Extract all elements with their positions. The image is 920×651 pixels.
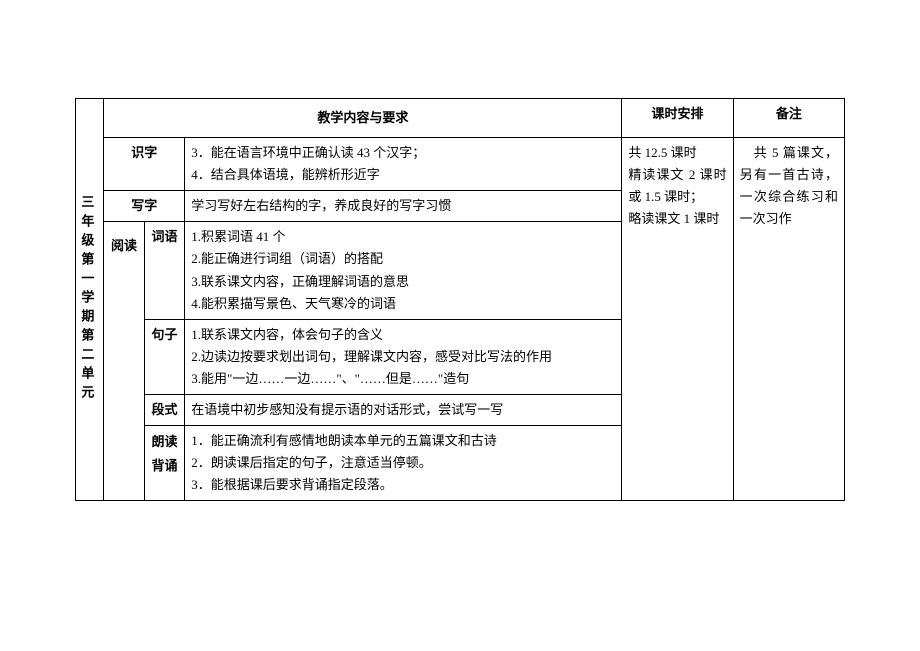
content-duanshi: 在语境中初步感知没有提示语的对话形式，尝试写一写 xyxy=(185,395,622,426)
page: 三年级第一学期第二单元 教学内容与要求 课时安排 备注 识字 3．能在语言环境中… xyxy=(0,0,920,651)
header-time: 课时安排 xyxy=(622,99,733,138)
time-cell: 共 12.5 课时 精读课文 2 课时或 1.5 课时； 略读课文 1 课时 xyxy=(622,138,733,501)
content-shizi: 3．能在语言环境中正确认读 43 个汉字； 4．结合具体语境，能辨析形近字 xyxy=(185,138,622,191)
content-ciyu: 1.积累词语 41 个 2.能正确进行词组（词语）的搭配 3.联系课文内容，正确… xyxy=(185,222,622,319)
header-content: 教学内容与要求 xyxy=(104,99,622,138)
content-langdu: 1．能正确流利有感情地朗读本单元的五篇课文和古诗 2．朗读课后指定的句子，注意适… xyxy=(185,426,622,501)
label-duanshi: 段式 xyxy=(144,395,184,426)
header-note: 备注 xyxy=(733,99,844,138)
curriculum-table: 三年级第一学期第二单元 教学内容与要求 课时安排 备注 识字 3．能在语言环境中… xyxy=(75,98,845,501)
content-juzi: 1.联系课文内容，体会句子的含义 2.边读边按要求划出词句，理解课文内容，感受对… xyxy=(185,319,622,394)
content-xiezi: 学习写好左右结构的字，养成良好的写字习惯 xyxy=(185,191,622,222)
label-shizi: 识字 xyxy=(104,138,185,191)
label-xiezi: 写字 xyxy=(104,191,185,222)
label-juzi: 句子 xyxy=(144,319,184,394)
row-shizi: 识字 3．能在语言环境中正确认读 43 个汉字； 4．结合具体语境，能辨析形近字… xyxy=(76,138,845,191)
side-title: 三年级第一学期第二单元 xyxy=(76,99,104,501)
table-header-row: 三年级第一学期第二单元 教学内容与要求 课时安排 备注 xyxy=(76,99,845,138)
note-cell: 共 5 篇课文，另有一首古诗，一次综合练习和一次习作 xyxy=(733,138,844,501)
label-yuedu: 阅读 xyxy=(104,222,144,501)
label-langdu: 朗读背诵 xyxy=(144,426,184,501)
label-ciyu: 词语 xyxy=(144,222,184,319)
